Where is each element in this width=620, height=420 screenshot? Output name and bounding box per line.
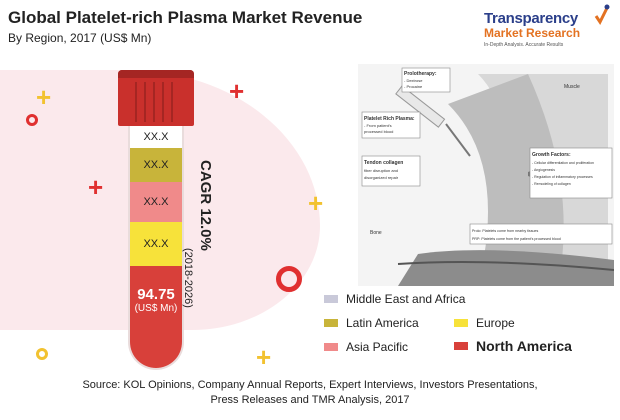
data-label: XX.X xyxy=(143,238,169,250)
source-note: Source: KOL Opinions, Company Annual Rep… xyxy=(0,378,620,408)
plus-decoration-icon: + xyxy=(256,342,272,372)
prp-injection-illustration: Prolotherapy: - Dextrose - Procaine Plat… xyxy=(358,64,614,286)
ring-decoration-icon xyxy=(36,348,48,360)
chart-subtitle: By Region, 2017 (US$ Mn) xyxy=(8,31,152,45)
ring-decoration-icon xyxy=(276,266,302,292)
tube-segment-latin-america: XX.X xyxy=(130,148,182,182)
growth-item: - Remodeling of collagen xyxy=(532,182,571,186)
legend-label: Middle East and Africa xyxy=(346,292,466,306)
muscle-label: Muscle xyxy=(564,84,580,90)
tendon-item: disorganized repair xyxy=(364,175,399,180)
tube-segment-asia-pacific: XX.X xyxy=(130,182,182,222)
tube-segment-middle-east-and-africa: XX.X xyxy=(130,126,182,148)
legend-swatch xyxy=(454,319,468,327)
plus-decoration-icon: + xyxy=(229,76,245,106)
logo-main-text: Transparency xyxy=(484,10,578,27)
cagr-label: CAGR 12.0% xyxy=(197,160,214,251)
source-line-1: Source: KOL Opinions, Company Annual Rep… xyxy=(82,379,538,391)
legend-label: Asia Pacific xyxy=(346,340,409,354)
logo-check-icon xyxy=(594,4,610,25)
legend-item-europe: Europe xyxy=(454,316,515,330)
company-logo: Transparency Market Research In-Depth An… xyxy=(484,4,612,58)
prolo-note: Prolo: Platelets come from nearby tissue… xyxy=(472,229,539,233)
prp-label: Platelet Rich Plasma: xyxy=(364,116,415,122)
legend-label: North America xyxy=(476,338,572,354)
data-label: XX.X xyxy=(143,159,169,171)
data-label: 94.75 xyxy=(137,286,175,303)
legend-label: Europe xyxy=(476,316,515,330)
tendon-item: fiber disruption and xyxy=(364,168,398,173)
logo-tagline: In-Depth Analysis. Accurate Results xyxy=(484,42,564,48)
tube-segment-europe: XX.X xyxy=(130,222,182,266)
legend-swatch xyxy=(324,343,338,351)
legend-label: Latin America xyxy=(346,316,419,330)
tendon-label: Tendon collagen xyxy=(364,160,403,166)
plus-decoration-icon: + xyxy=(308,188,324,218)
data-label: XX.X xyxy=(143,131,169,143)
tube-cap-rim xyxy=(118,70,194,78)
prp-note: PRP: Platelets come from the patient's p… xyxy=(472,237,561,241)
prp-item: processed blood xyxy=(364,129,393,134)
plus-decoration-icon: + xyxy=(36,82,52,112)
plus-decoration-icon: + xyxy=(88,172,104,202)
prolotherapy-item: - Procaine xyxy=(404,84,423,89)
legend-item-middle-east-and-africa: Middle East and Africa xyxy=(324,292,465,306)
logo-sub-text: Market Research xyxy=(484,26,581,40)
chart-title: Global Platelet-rich Plasma Market Reven… xyxy=(8,8,363,27)
legend-item-asia-pacific: Asia Pacific xyxy=(324,340,408,354)
ring-decoration-icon xyxy=(26,114,38,126)
growth-item: - Angiogenesis xyxy=(532,168,555,172)
cagr-period: (2018-2026) xyxy=(182,248,194,308)
test-tube-chart: XX.X XX.X XX.X XX.X 94.75 (US$ Mn) xyxy=(128,126,184,370)
tube-cap xyxy=(118,70,194,126)
growth-item: - Cellular differentiation and prolifera… xyxy=(532,161,594,165)
growth-factors-label: Growth Factors: xyxy=(532,152,571,158)
prolotherapy-label: Prolotherapy: xyxy=(404,71,437,77)
unit-label: (US$ Mn) xyxy=(134,303,178,314)
tube-segment-north-america: 94.75 (US$ Mn) xyxy=(130,266,182,368)
legend-item-latin-america: Latin America xyxy=(324,316,419,330)
growth-item: - Regulation of inflammatory processes xyxy=(532,175,593,179)
bone-label: Bone xyxy=(370,230,382,236)
legend-swatch xyxy=(324,319,338,327)
legend-swatch xyxy=(454,342,468,350)
source-line-2: Press Releases and TMR Analysis, 2017 xyxy=(210,394,410,406)
prp-item: - From patient's xyxy=(364,123,392,128)
legend-item-north-america: North America xyxy=(454,338,572,354)
data-label: XX.X xyxy=(143,196,169,208)
tube-cap-ridges xyxy=(135,82,173,122)
chart-legend: Middle East and Africa Latin America Europ… xyxy=(322,290,612,362)
north-america-value-label: 94.75 (US$ Mn) xyxy=(130,286,182,314)
cagr-block: CAGR 12.0% (2018-2026) xyxy=(182,160,220,360)
legend-swatch xyxy=(324,295,338,303)
prolotherapy-item: - Dextrose xyxy=(404,78,423,83)
